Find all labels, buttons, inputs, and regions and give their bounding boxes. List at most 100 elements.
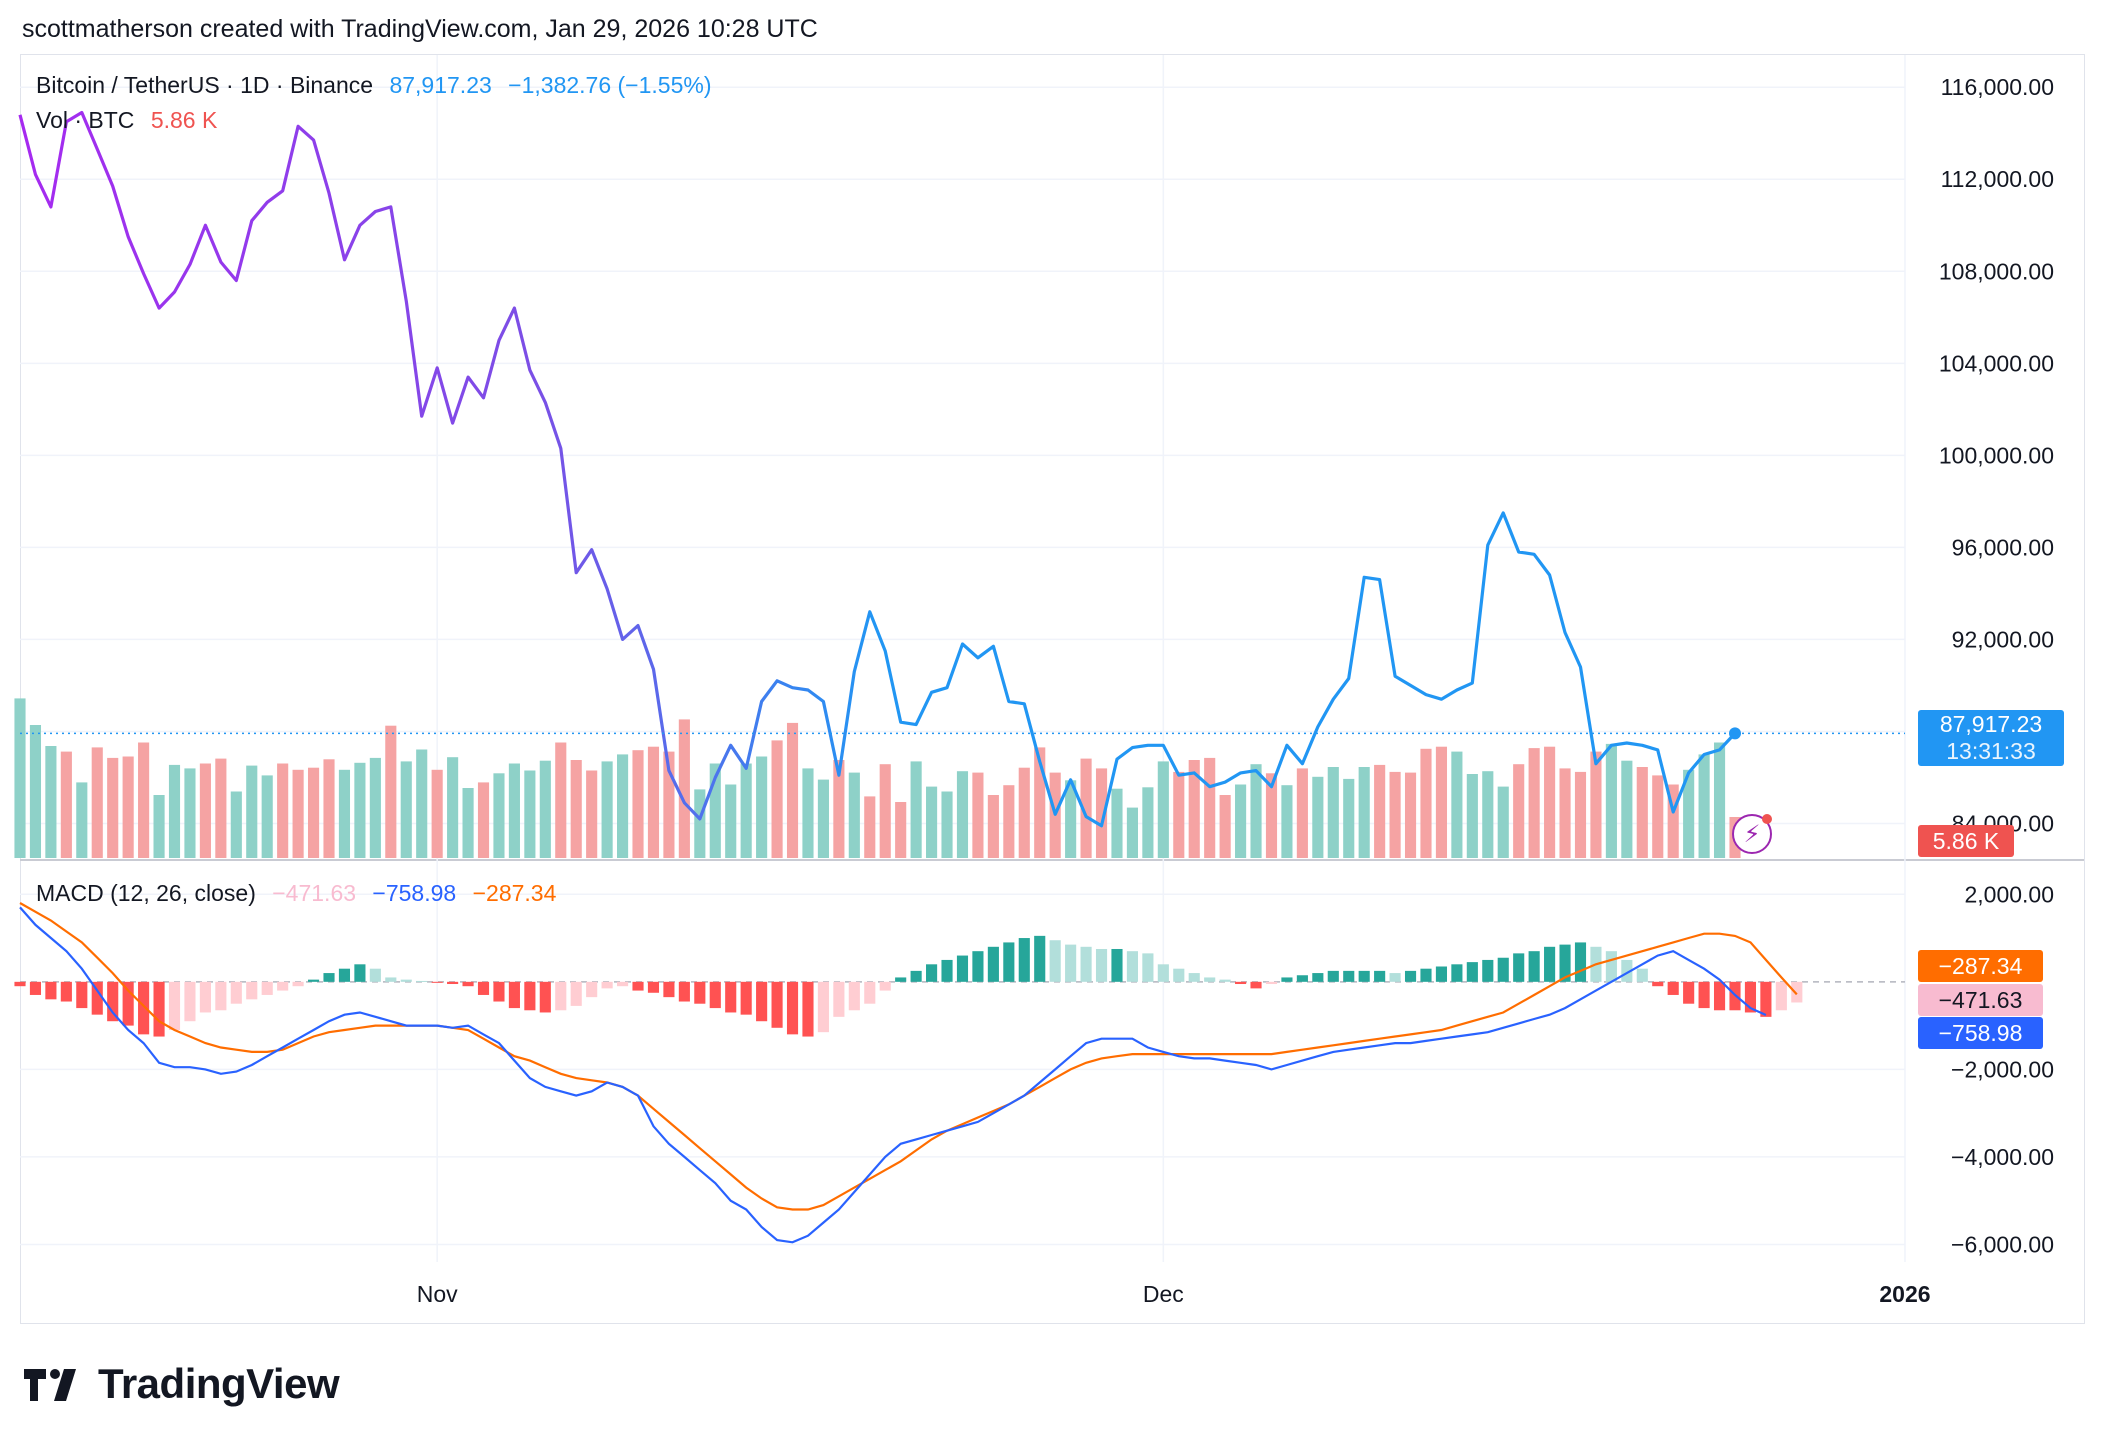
macd-hist-bar xyxy=(1358,970,1370,982)
macd-hist-bar xyxy=(694,981,706,1004)
volume-bar xyxy=(756,756,768,858)
volume-bar xyxy=(848,772,860,858)
macd-hist-bar xyxy=(1404,970,1417,982)
macd-hist-bar xyxy=(1003,942,1015,982)
macd-hist-bar xyxy=(416,980,428,982)
macd-hist-value: −471.63 xyxy=(272,880,357,906)
macd-hist-bar xyxy=(1327,970,1339,982)
price-tick-label: 96,000.00 xyxy=(1952,534,2054,560)
chart-frame xyxy=(20,54,2085,1324)
volume-bar xyxy=(261,775,273,858)
macd-hist-bar xyxy=(107,981,119,1022)
macd-hist-bar xyxy=(987,946,999,982)
volume-bar xyxy=(1312,776,1324,858)
macd-hist-bar xyxy=(1775,981,1787,1011)
tradingview-logo[interactable]: TradingView xyxy=(24,1360,340,1408)
time-tick-label: 2026 xyxy=(1879,1281,1930,1307)
price-tick-label: 92,000.00 xyxy=(1952,626,2054,652)
macd-hist-bar xyxy=(230,981,242,1004)
alert-dot-icon xyxy=(1762,814,1772,824)
macd-pane xyxy=(14,902,1905,1244)
macd-hist-bar xyxy=(76,981,88,1009)
macd-line-value: −758.98 xyxy=(372,880,457,906)
macd-hist-bar xyxy=(848,981,860,1011)
macd-hist-bar xyxy=(1126,951,1138,982)
macd-hist-bar xyxy=(817,981,829,1033)
macd-hist-bar xyxy=(1760,981,1772,1017)
volume-bar xyxy=(246,765,258,858)
volume-bar xyxy=(895,802,907,858)
macd-hist-bar xyxy=(725,981,737,1013)
price-tick-label: 100,000.00 xyxy=(1939,442,2054,468)
macd-hist-bar xyxy=(709,981,721,1009)
macd-hist-bar xyxy=(199,981,211,1013)
volume-bar xyxy=(817,779,829,858)
volume-bar xyxy=(663,751,675,858)
volume-bar xyxy=(1513,764,1525,858)
volume-bar xyxy=(45,746,57,858)
volume-bar xyxy=(1065,780,1077,858)
macd-hist-bar xyxy=(786,981,799,1035)
macd-signal-tag: −287.34 xyxy=(1918,950,2043,982)
macd-hist-bar xyxy=(1142,953,1154,982)
macd-hist-bar xyxy=(555,981,567,1011)
symbol-name: Bitcoin / TetherUS · 1D · Binance xyxy=(36,72,374,98)
volume-tag: 5.86 K xyxy=(1918,825,2014,857)
macd-hist-bar xyxy=(1574,942,1587,982)
volume-bar xyxy=(338,769,351,858)
volume-bar xyxy=(292,769,304,858)
time-tick-label: Dec xyxy=(1143,1281,1184,1307)
volume-bar xyxy=(447,757,459,858)
macd-hist-bar xyxy=(1281,977,1293,982)
volume-bar xyxy=(1389,771,1401,858)
macd-hist-bar xyxy=(369,968,381,982)
volume-bar xyxy=(601,761,613,858)
macd-hist-bar xyxy=(1667,981,1679,995)
macd-hist-bar xyxy=(138,981,150,1035)
volume-bar xyxy=(184,768,196,858)
volume-bar xyxy=(107,757,119,858)
macd-hist-bar xyxy=(864,981,876,1004)
volume-bar xyxy=(215,758,227,858)
volume-bar xyxy=(1003,785,1015,858)
chart-canvas[interactable]: 116,000.00 112,000.00 108,000.00 104,000.00… xyxy=(0,0,2108,1340)
volume-bar xyxy=(1034,747,1046,858)
grid-lines xyxy=(20,55,2084,1262)
macd-legend: MACD (12, 26, close) −471.63 −758.98 −28… xyxy=(36,880,566,907)
volume-bar xyxy=(632,750,644,858)
macd-hist-bar xyxy=(570,981,582,1006)
macd-hist-bar xyxy=(60,981,72,1002)
volume-bar xyxy=(508,763,520,858)
volume-bar xyxy=(323,759,335,858)
volume-bar xyxy=(941,791,953,858)
volume-bar xyxy=(138,742,150,858)
volume-bar xyxy=(1435,746,1448,858)
volume-bar xyxy=(1466,774,1478,858)
macd-hist-bar xyxy=(1683,981,1695,1004)
volume-bar xyxy=(1358,767,1370,858)
price-line xyxy=(18,110,1737,828)
price-tick-label: 112,000.00 xyxy=(1941,166,2054,192)
volume-bar xyxy=(771,740,783,858)
macd-hist-bar xyxy=(1513,953,1525,982)
macd-hist-bar xyxy=(802,981,814,1037)
macd-hist-bar xyxy=(45,981,57,1000)
volume-bar xyxy=(1713,742,1726,858)
macd-hist-bar xyxy=(1482,959,1494,982)
volume-bar xyxy=(709,763,721,858)
macd-hist-bar xyxy=(1018,938,1030,982)
macd-hist-bar xyxy=(524,981,536,1011)
macd-hist-bar xyxy=(477,981,490,995)
volume-bar xyxy=(926,786,938,858)
macd-hist-bar xyxy=(539,981,551,1013)
price-tick-label: 116,000.00 xyxy=(1941,74,2054,100)
macd-hist-bar xyxy=(261,981,273,995)
volume-bar xyxy=(1219,795,1231,858)
volume-bar xyxy=(1683,769,1695,858)
macd-hist-bar xyxy=(1605,951,1617,982)
volume-bar xyxy=(153,795,165,858)
macd-hist-bar xyxy=(1528,951,1540,982)
macd-hist-bar xyxy=(1621,959,1633,982)
macd-hist-bar xyxy=(1389,973,1401,982)
macd-hist-bar xyxy=(1034,935,1046,982)
